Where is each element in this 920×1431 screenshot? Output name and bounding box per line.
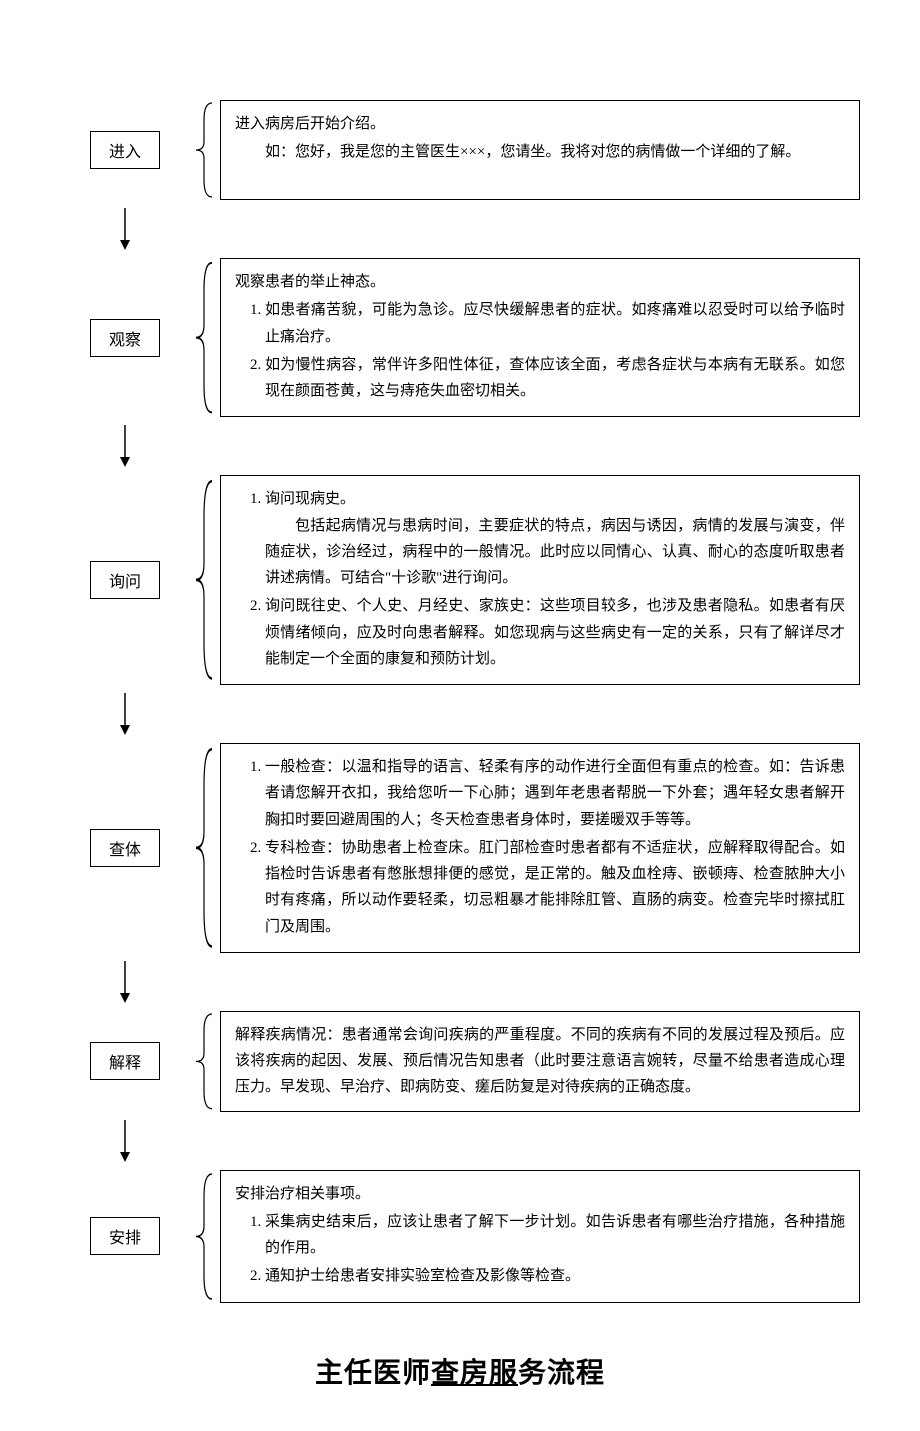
title-p1: 主任 (315, 1358, 373, 1389)
list-item: 如患者痛苦貌，可能为急诊。应尽快缓解患者的症状。如疼痛难以忍受时可以给予临时止痛… (265, 297, 845, 350)
step-box-arrange: 安排 (90, 1217, 160, 1255)
list-item: 询问既往史、个人史、月经史、家族史：这些项目较多，也涉及患者隐私。如患者有厌烦情… (265, 593, 845, 672)
desc-box-exam: 一般检查：以温和指导的语言、轻柔有序的动作进行全面但有重点的检查。如：告诉患者请… (220, 743, 860, 953)
step-box-enter: 进入 (90, 131, 160, 169)
step-left-col: 安排 (60, 1170, 190, 1303)
list-item: 专科检查：协助患者上检查床。肛门部检查时患者都有不适症状，应解释取得配合。如指检… (265, 835, 845, 940)
arrow-down-icon (60, 208, 190, 250)
desc-list: 采集病史结束后，应该让患者了解下一步计划。如告诉患者有哪些治疗措施，各种措施的作… (235, 1209, 845, 1290)
desc-list: 如患者痛苦貌，可能为急诊。应尽快缓解患者的症状。如疼痛难以忍受时可以给予临时止痛… (235, 297, 845, 404)
step-left-col: 解释 (60, 1011, 190, 1112)
list-item: 采集病史结束后，应该让患者了解下一步计划。如告诉患者有哪些治疗措施，各种措施的作… (265, 1209, 845, 1262)
bracket-icon (190, 100, 220, 200)
step-left-col: 查体 (60, 743, 190, 953)
title-p3: 查房服 (431, 1358, 518, 1389)
bracket-icon (190, 258, 220, 417)
bracket-icon (190, 475, 220, 685)
bracket-icon (190, 743, 220, 953)
step-left-col: 观察 (60, 258, 190, 417)
flowchart-container: 进入 进入病房后开始介绍。 如：您好，我是您的主管医生×××，您请坐。我将对您的… (60, 100, 860, 1311)
desc-intro: 观察患者的举止神态。 (235, 269, 845, 295)
title-p4: 务流程 (518, 1358, 605, 1389)
bracket-icon (190, 1170, 220, 1303)
step-box-inquire: 询问 (90, 561, 160, 599)
desc-intro: 安排治疗相关事项。 (235, 1181, 845, 1207)
desc-intro: 进入病房后开始介绍。 (235, 111, 845, 137)
step-row-explain: 解释 解释疾病情况：患者通常会询问疾病的严重程度。不同的疾病有不同的发展过程及预… (60, 1011, 860, 1112)
arrow-down-icon (60, 693, 190, 735)
item-sub: 包括起病情况与患病时间，主要症状的特点，病因与诱因，病情的发展与演变，伴随症状，… (265, 513, 845, 592)
step-box-observe: 观察 (90, 319, 160, 357)
arrow-down-icon (60, 961, 190, 1003)
step-box-exam: 查体 (90, 829, 160, 867)
desc-indent: 如：您好，我是您的主管医生×××，您请坐。我将对您的病情做一个详细的了解。 (235, 139, 845, 165)
list-item: 一般检查：以温和指导的语言、轻柔有序的动作进行全面但有重点的检查。如：告诉患者请… (265, 754, 845, 833)
item-lead: 询问现病史。 (265, 491, 355, 507)
desc-box-explain: 解释疾病情况：患者通常会询问疾病的严重程度。不同的疾病有不同的发展过程及预后。应… (220, 1011, 860, 1112)
arrow-down-icon (60, 425, 190, 467)
desc-list: 询问现病史。 包括起病情况与患病时间，主要症状的特点，病因与诱因，病情的发展与演… (235, 486, 845, 672)
list-item: 如为慢性病容，常伴许多阳性体征，查体应该全面，考虑各症状与本病有无联系。如您现在… (265, 352, 845, 405)
step-row-arrange: 安排 安排治疗相关事项。 采集病史结束后，应该让患者了解下一步计划。如告诉患者有… (60, 1170, 860, 1303)
step-row-inquire: 询问 询问现病史。 包括起病情况与患病时间，主要症状的特点，病因与诱因，病情的发… (60, 475, 860, 685)
desc-list: 一般检查：以温和指导的语言、轻柔有序的动作进行全面但有重点的检查。如：告诉患者请… (235, 754, 845, 940)
bracket-icon (190, 1011, 220, 1112)
step-row-exam: 查体 一般检查：以温和指导的语言、轻柔有序的动作进行全面但有重点的检查。如：告诉… (60, 743, 860, 953)
page-title: 主任医师查房服务流程 (60, 1351, 860, 1391)
step-row-observe: 观察 观察患者的举止神态。 如患者痛苦貌，可能为急诊。应尽快缓解患者的症状。如疼… (60, 258, 860, 417)
list-item: 询问现病史。 包括起病情况与患病时间，主要症状的特点，病因与诱因，病情的发展与演… (265, 486, 845, 591)
desc-box-enter: 进入病房后开始介绍。 如：您好，我是您的主管医生×××，您请坐。我将对您的病情做… (220, 100, 860, 200)
desc-box-arrange: 安排治疗相关事项。 采集病史结束后，应该让患者了解下一步计划。如告诉患者有哪些治… (220, 1170, 860, 1303)
desc-plain: 解释疾病情况：患者通常会询问疾病的严重程度。不同的疾病有不同的发展过程及预后。应… (235, 1022, 845, 1101)
desc-box-inquire: 询问现病史。 包括起病情况与患病时间，主要症状的特点，病因与诱因，病情的发展与演… (220, 475, 860, 685)
list-item: 通知护士给患者安排实验室检查及影像等检查。 (265, 1263, 845, 1289)
arrow-down-icon (60, 1120, 190, 1162)
desc-box-observe: 观察患者的举止神态。 如患者痛苦貌，可能为急诊。应尽快缓解患者的症状。如疼痛难以… (220, 258, 860, 417)
step-row-enter: 进入 进入病房后开始介绍。 如：您好，我是您的主管医生×××，您请坐。我将对您的… (60, 100, 860, 200)
title-p2: 医师 (373, 1358, 431, 1389)
step-left-col: 进入 (60, 100, 190, 200)
step-box-explain: 解释 (90, 1042, 160, 1080)
step-left-col: 询问 (60, 475, 190, 685)
